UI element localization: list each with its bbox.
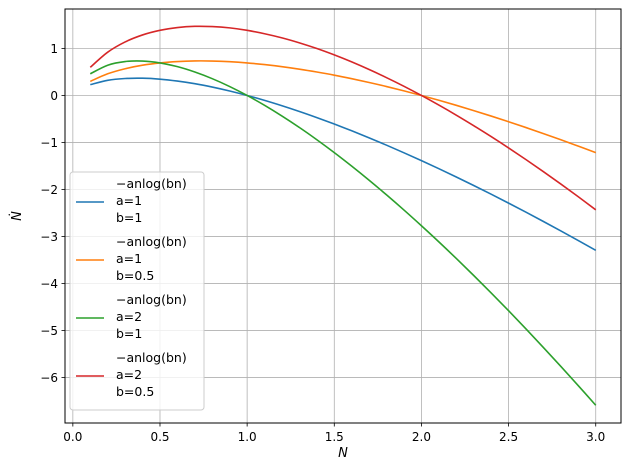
y-tick-label: −5: [40, 324, 58, 338]
legend-expr-1: −anlog(bn): [116, 176, 187, 191]
y-tick-label: 0: [50, 89, 58, 103]
series-layer: [89, 25, 597, 406]
legend-b-label-4: b=0.5: [116, 384, 154, 399]
x-tick-label: 1.5: [325, 430, 344, 444]
x-tick-label: 1.0: [238, 430, 257, 444]
ticks: 0.0 0.5 1.0 1.5 2.0 2.5 3.0 1 0 −1 −2 −3 −4 −5 −6: [40, 42, 605, 444]
legend-a-label-1: a=1: [116, 193, 142, 208]
legend-expr-3: −anlog(bn): [116, 292, 187, 307]
legend-b-label-1: b=1: [116, 210, 142, 225]
series-line-1: [90, 77, 597, 252]
y-tick-label: −4: [40, 277, 58, 291]
legend-a-label-4: a=2: [116, 367, 142, 382]
legend: −anlog(bn) a=1 b=1 −anlog(bn) a=1 b=0.5 −anlog…: [69, 171, 205, 411]
series-line-4: [89, 25, 597, 211]
y-tick-label: −1: [40, 136, 58, 150]
y-tick-label: −3: [40, 230, 58, 244]
series-line-2: [89, 60, 597, 154]
x-axis-label: N: [338, 446, 348, 461]
y-axis-label: Ṅ: [9, 211, 25, 221]
x-tick-label: 0.5: [150, 430, 169, 444]
legend-a-label-3: a=2: [116, 309, 142, 324]
legend-b-label-3: b=1: [116, 326, 142, 341]
plot-frame: [64, 8, 622, 424]
legend-a-label-2: a=1: [116, 251, 142, 266]
series-line-3: [89, 60, 597, 406]
x-tick-label: 3.0: [586, 430, 605, 444]
grid: [65, 9, 621, 423]
x-tick-label: 0.0: [63, 430, 82, 444]
x-tick-label: 2.0: [412, 430, 431, 444]
legend-b-label-2: b=0.5: [116, 268, 154, 283]
legend-expr-2: −anlog(bn): [116, 234, 187, 249]
y-tick-label: 1: [50, 42, 58, 56]
legend-expr-4: −anlog(bn): [116, 350, 187, 365]
legend-box: [69, 171, 205, 411]
x-tick-label: 2.5: [499, 430, 518, 444]
y-tick-label: −6: [40, 371, 58, 385]
y-tick-label: −2: [40, 183, 58, 197]
